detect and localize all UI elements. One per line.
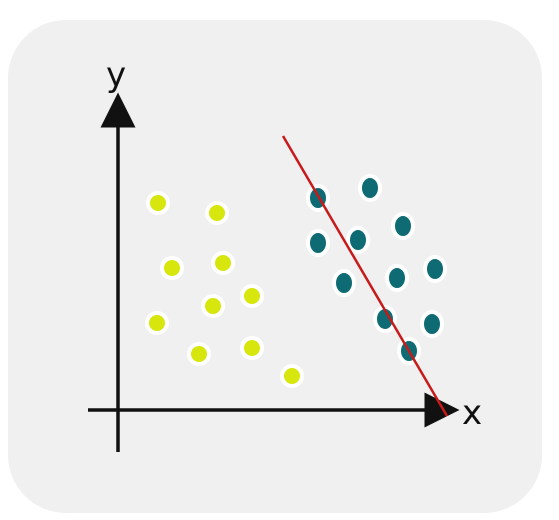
x-axis-label: x: [462, 393, 482, 433]
class-b-point: [391, 212, 415, 240]
class-b-point: [423, 255, 447, 283]
class-a-point: [211, 251, 235, 275]
class-b-point: [358, 174, 382, 202]
class-b-point: [346, 226, 370, 254]
diagram-card: [8, 20, 542, 513]
class-b-point: [373, 305, 397, 333]
class-a-point: [205, 201, 229, 225]
class-a-point: [145, 311, 169, 335]
class-a-point: [201, 294, 225, 318]
class-a-point: [280, 364, 304, 388]
class-b-point: [385, 264, 409, 292]
class-a-point: [240, 284, 264, 308]
separator-line: [281, 135, 449, 417]
class-b-point: [332, 269, 356, 297]
class-a-point: [187, 342, 211, 366]
y-axis-label: y: [106, 55, 126, 95]
class-a-point: [160, 256, 184, 280]
class-b-point: [306, 229, 330, 257]
class-b-point: [420, 310, 444, 338]
data-points: [145, 174, 447, 388]
class-a-point: [240, 336, 264, 360]
class-a-point: [146, 191, 170, 215]
